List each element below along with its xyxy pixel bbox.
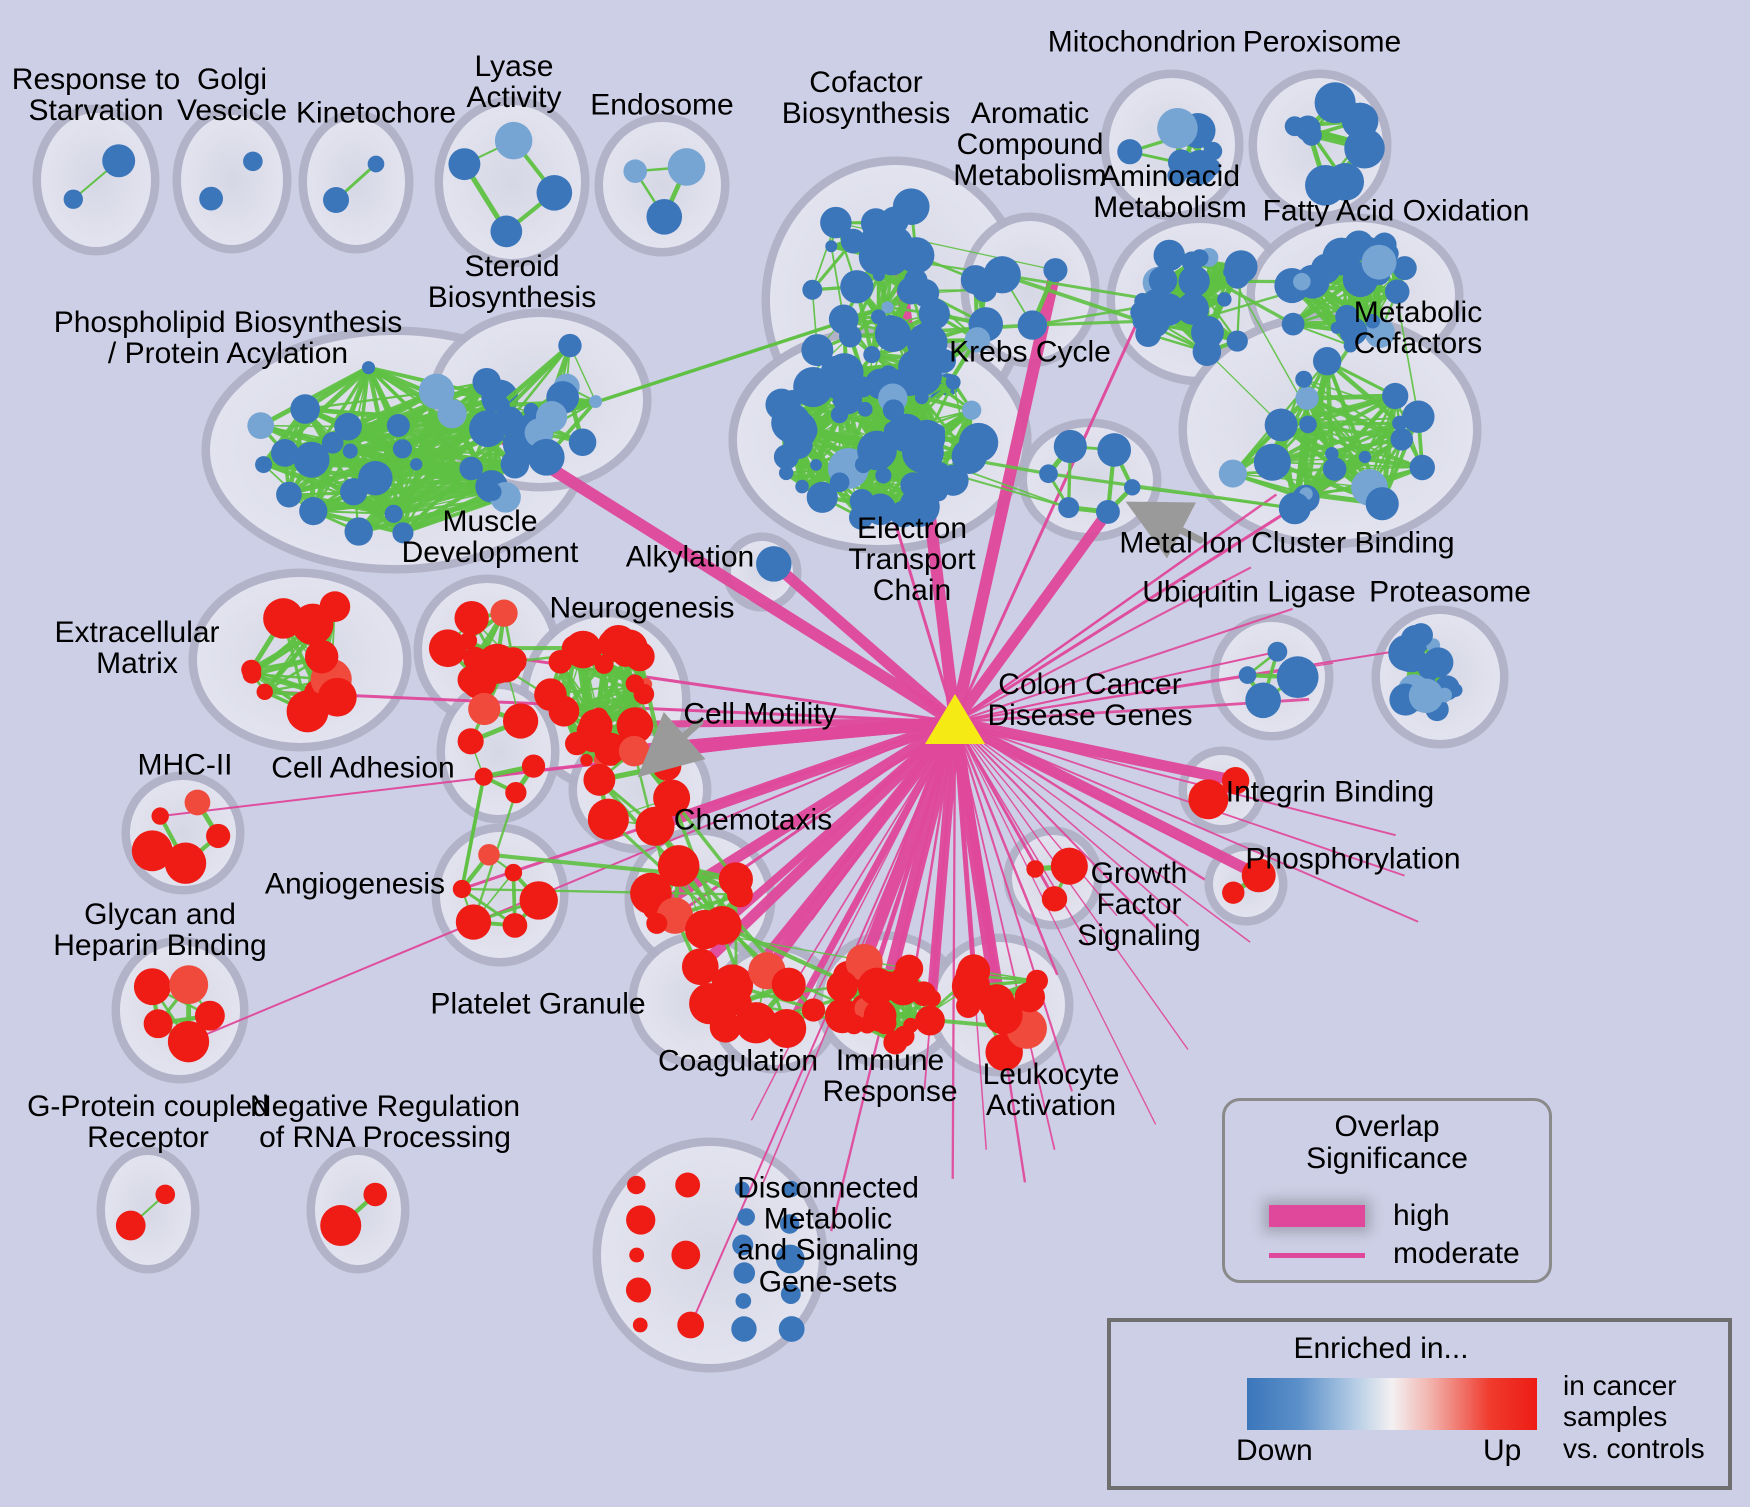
annotation-arrows	[637, 501, 1204, 778]
overlap-high-label: high	[1393, 1199, 1450, 1232]
cluster-networks	[63, 82, 1463, 1342]
enriched-legend-title: Enriched in...	[1293, 1332, 1469, 1365]
hub-node[interactable]	[925, 694, 985, 744]
enrichment-up-label: Up	[1483, 1434, 1522, 1467]
enrichment-side-text: in cancer samples vs. controls	[1563, 1370, 1705, 1464]
overlap-moderate-swatch	[1269, 1253, 1365, 1258]
enriched-in-legend: Enriched in... Down Up in cancer samples v…	[1107, 1318, 1732, 1490]
overlap-high-swatch	[1269, 1205, 1365, 1227]
overlap-moderate-label: moderate	[1393, 1237, 1520, 1270]
enrichment-color-bar	[1247, 1378, 1537, 1430]
overlap-legend-title: Overlap Significance	[1306, 1110, 1468, 1175]
overlap-significance-legend: Overlap Significance high moderate	[1222, 1098, 1552, 1283]
enrichment-down-label: Down	[1236, 1434, 1313, 1467]
